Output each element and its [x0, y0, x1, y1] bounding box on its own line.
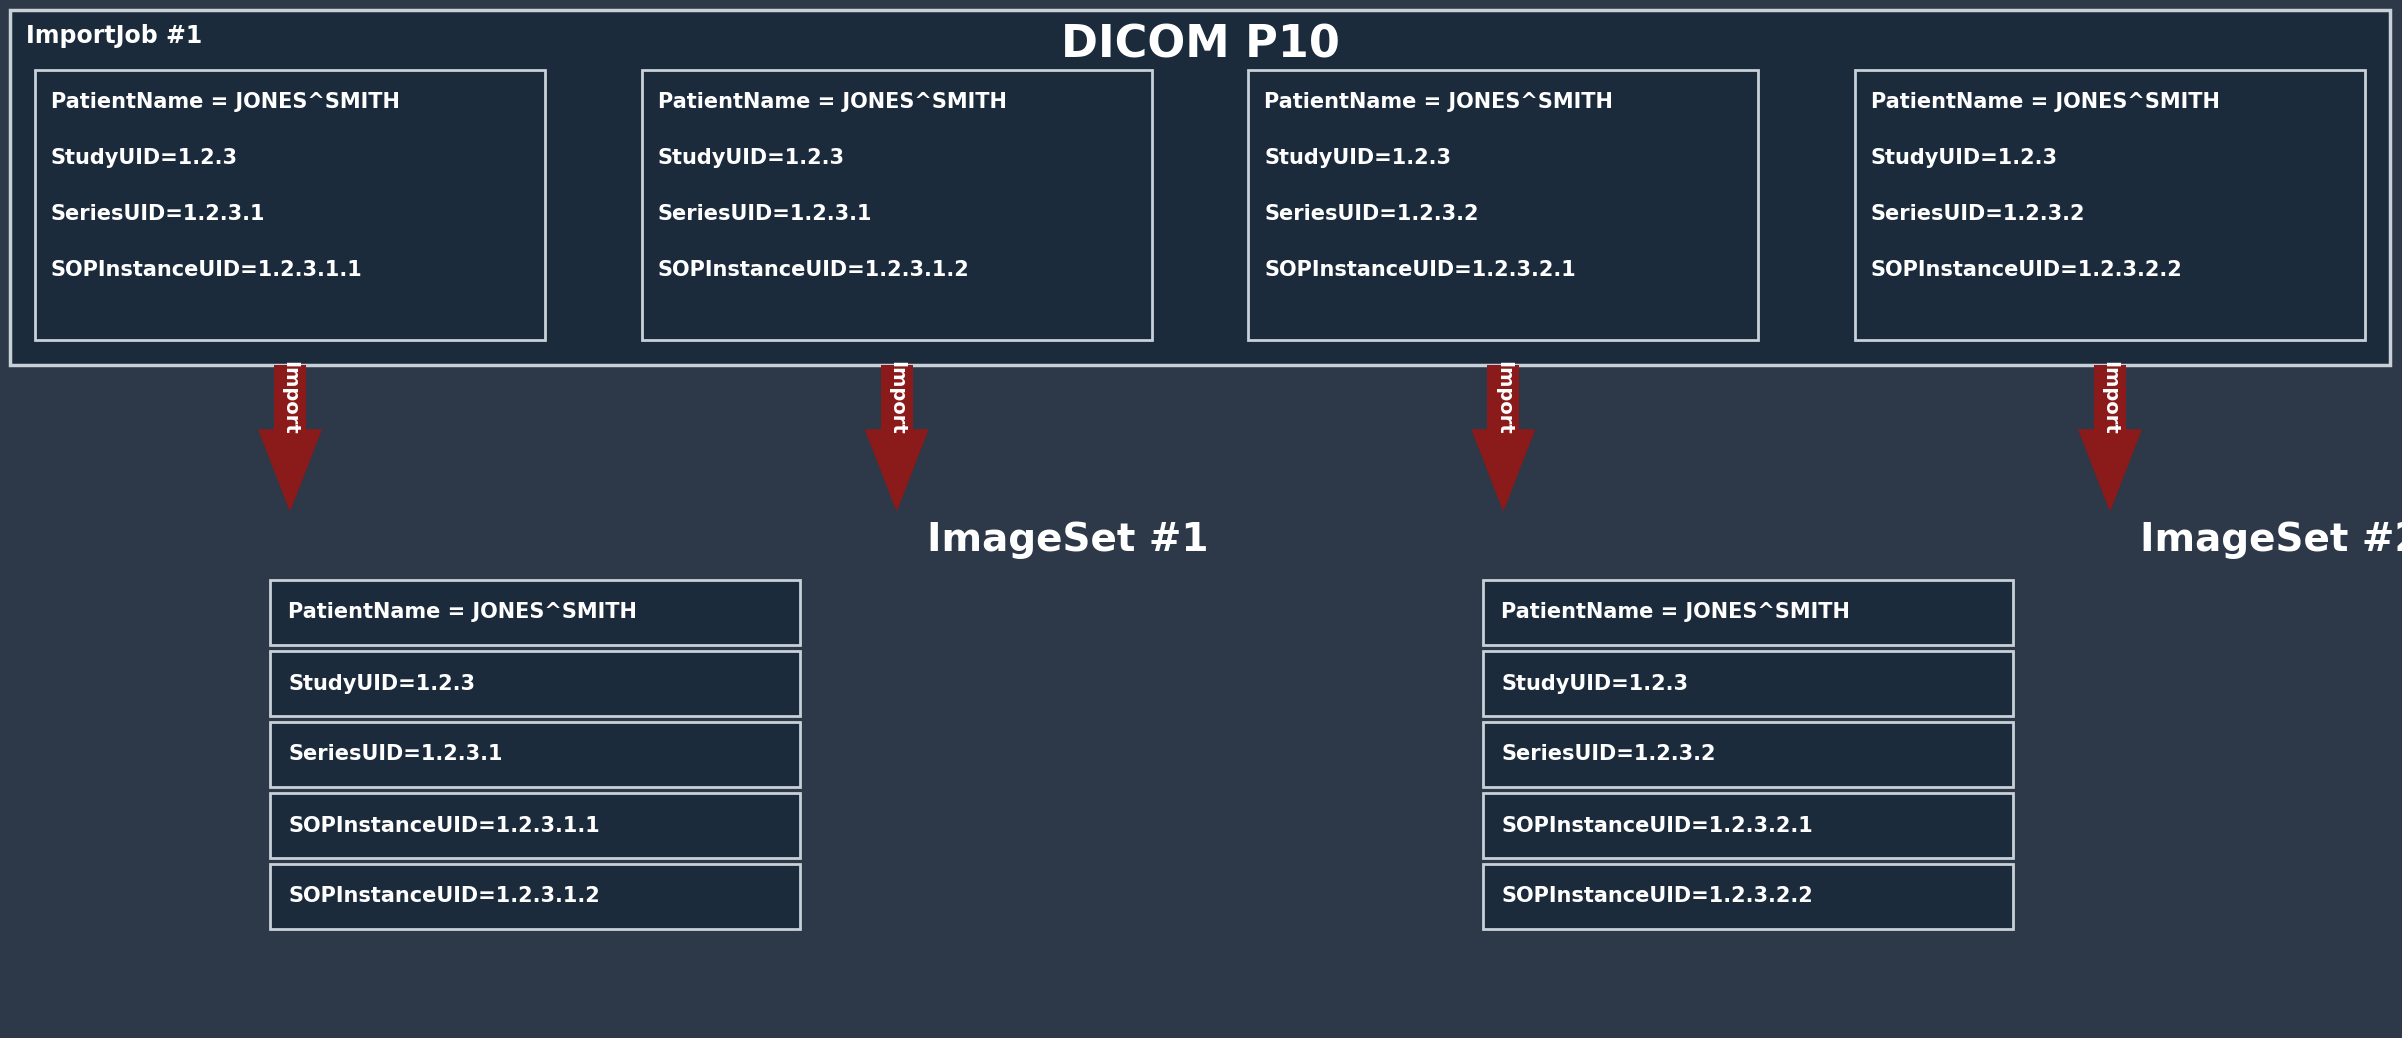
Text: Import: Import	[1494, 360, 1513, 434]
Bar	[36, 70, 545, 340]
Bar	[2095, 365, 2126, 430]
Text: SeriesUID=1.2.3.2: SeriesUID=1.2.3.2	[1263, 204, 1480, 224]
Bar	[10, 10, 2390, 365]
Bar	[274, 365, 305, 430]
Text: StudyUID=1.2.3: StudyUID=1.2.3	[1501, 674, 1689, 693]
Text: SeriesUID=1.2.3.1: SeriesUID=1.2.3.1	[50, 204, 267, 224]
Bar	[1484, 793, 2013, 858]
Polygon shape	[2080, 430, 2140, 510]
Bar	[882, 365, 913, 430]
Polygon shape	[259, 430, 322, 510]
Text: DICOM P10: DICOM P10	[1062, 24, 1340, 67]
Bar	[641, 70, 1151, 340]
Text: Import: Import	[281, 360, 300, 434]
Text: SOPInstanceUID=1.2.3.1.1: SOPInstanceUID=1.2.3.1.1	[50, 260, 363, 280]
Text: PatientName = JONES^SMITH: PatientName = JONES^SMITH	[50, 92, 399, 112]
Text: ImportJob #1: ImportJob #1	[26, 24, 202, 48]
Text: StudyUID=1.2.3: StudyUID=1.2.3	[658, 148, 846, 168]
Text: Import: Import	[2099, 360, 2119, 434]
Text: SOPInstanceUID=1.2.3.1.2: SOPInstanceUID=1.2.3.1.2	[658, 260, 970, 280]
Bar	[1854, 70, 2366, 340]
Bar	[269, 793, 800, 858]
Text: PatientName = JONES^SMITH: PatientName = JONES^SMITH	[288, 602, 637, 623]
Bar	[1484, 651, 2013, 716]
Text: SOPInstanceUID=1.2.3.2.1: SOPInstanceUID=1.2.3.2.1	[1263, 260, 1576, 280]
Text: StudyUID=1.2.3: StudyUID=1.2.3	[1871, 148, 2059, 168]
Text: PatientName = JONES^SMITH: PatientName = JONES^SMITH	[1501, 602, 1850, 623]
Text: ImageSet #2: ImageSet #2	[2140, 521, 2402, 559]
Text: SeriesUID=1.2.3.1: SeriesUID=1.2.3.1	[288, 744, 502, 765]
Bar	[269, 580, 800, 645]
Bar	[1484, 722, 2013, 787]
Text: PatientName = JONES^SMITH: PatientName = JONES^SMITH	[658, 92, 1006, 112]
Text: SOPInstanceUID=1.2.3.2.2: SOPInstanceUID=1.2.3.2.2	[1501, 886, 1814, 906]
Bar	[1487, 365, 1520, 430]
Text: StudyUID=1.2.3: StudyUID=1.2.3	[1263, 148, 1451, 168]
Text: Import: Import	[886, 360, 906, 434]
Text: SOPInstanceUID=1.2.3.2.2: SOPInstanceUID=1.2.3.2.2	[1871, 260, 2183, 280]
Bar	[269, 864, 800, 929]
Bar	[269, 651, 800, 716]
Text: StudyUID=1.2.3: StudyUID=1.2.3	[50, 148, 238, 168]
Text: SOPInstanceUID=1.2.3.1.1: SOPInstanceUID=1.2.3.1.1	[288, 816, 600, 836]
Text: SeriesUID=1.2.3.2: SeriesUID=1.2.3.2	[1871, 204, 2085, 224]
Bar	[269, 722, 800, 787]
Bar	[1484, 580, 2013, 645]
Polygon shape	[1472, 430, 1535, 510]
Text: SeriesUID=1.2.3.1: SeriesUID=1.2.3.1	[658, 204, 872, 224]
Text: SOPInstanceUID=1.2.3.1.2: SOPInstanceUID=1.2.3.1.2	[288, 886, 600, 906]
Text: StudyUID=1.2.3: StudyUID=1.2.3	[288, 674, 476, 693]
Text: ImageSet #1: ImageSet #1	[927, 521, 1208, 559]
Polygon shape	[865, 430, 927, 510]
Text: SOPInstanceUID=1.2.3.2.1: SOPInstanceUID=1.2.3.2.1	[1501, 816, 1814, 836]
Bar	[1249, 70, 1758, 340]
Text: PatientName = JONES^SMITH: PatientName = JONES^SMITH	[1871, 92, 2219, 112]
Text: PatientName = JONES^SMITH: PatientName = JONES^SMITH	[1263, 92, 1614, 112]
Bar	[1484, 864, 2013, 929]
Text: SeriesUID=1.2.3.2: SeriesUID=1.2.3.2	[1501, 744, 1715, 765]
